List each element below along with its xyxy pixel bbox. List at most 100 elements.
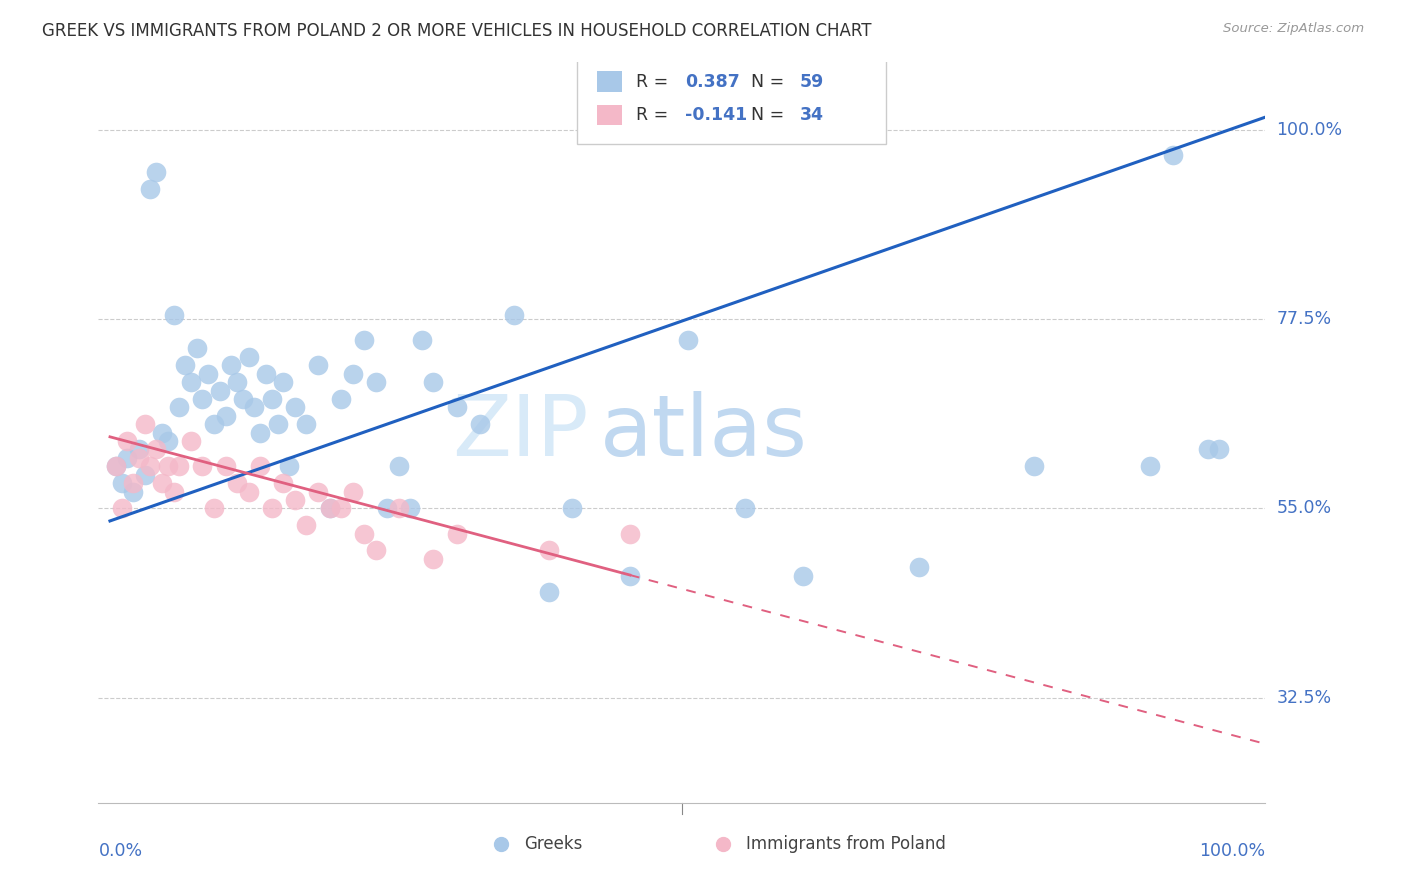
Point (1161, 148, 1184, 162)
Point (342, 484, 364, 499)
Point (208, 384, 231, 398)
Point (128, 450, 150, 465)
Point (1139, 459, 1161, 474)
Point (134, 417, 156, 432)
Point (503, 308, 526, 322)
Point (260, 392, 283, 406)
Point (537, 585, 560, 599)
Point (169, 459, 191, 474)
Point (446, 526, 468, 541)
Point (150, 476, 173, 491)
Point (734, 501, 756, 516)
Text: 0.0%: 0.0% (98, 842, 142, 860)
Text: Immigrants from Poland: Immigrants from Poland (747, 835, 946, 853)
Point (330, 392, 353, 406)
Point (307, 359, 329, 373)
Point (388, 501, 411, 516)
Point (180, 434, 202, 448)
Point (411, 333, 433, 347)
Text: GREEK VS IMMIGRANTS FROM POLAND 2 OR MORE VEHICLES IN HOUSEHOLD CORRELATION CHAR: GREEK VS IMMIGRANTS FROM POLAND 2 OR MOR… (42, 22, 872, 40)
Point (162, 308, 184, 322)
Point (110, 476, 132, 491)
Point (278, 459, 301, 474)
Point (619, 526, 641, 541)
Point (243, 401, 266, 415)
Text: 55.0%: 55.0% (1277, 500, 1331, 517)
Point (150, 425, 173, 440)
Point (907, 560, 929, 574)
Point (162, 484, 184, 499)
Point (238, 350, 260, 364)
Point (792, 568, 814, 582)
Point (1208, 442, 1230, 457)
Point (139, 181, 162, 195)
Point (422, 551, 444, 566)
Text: ZIP: ZIP (453, 391, 589, 475)
Point (180, 375, 202, 389)
Point (104, 459, 127, 474)
Point (186, 342, 208, 356)
FancyBboxPatch shape (596, 104, 623, 126)
Point (156, 459, 179, 474)
Point (399, 501, 422, 516)
Point (266, 417, 288, 432)
Point (364, 543, 387, 558)
Point (214, 409, 236, 423)
Point (174, 359, 197, 373)
Text: Source: ZipAtlas.com: Source: ZipAtlas.com (1223, 22, 1364, 36)
Point (537, 543, 560, 558)
Point (249, 425, 271, 440)
Point (271, 375, 294, 389)
FancyBboxPatch shape (576, 59, 886, 144)
Point (117, 434, 139, 448)
Text: R =: R = (637, 106, 669, 124)
Point (156, 434, 179, 448)
Point (284, 492, 307, 507)
Point (214, 459, 236, 474)
Point (191, 459, 214, 474)
Point (1024, 459, 1046, 474)
Point (238, 484, 260, 499)
Text: 77.5%: 77.5% (1277, 310, 1331, 328)
Text: 100.0%: 100.0% (1199, 842, 1265, 860)
Point (260, 501, 283, 516)
Point (128, 442, 150, 457)
FancyBboxPatch shape (596, 71, 623, 92)
Point (295, 518, 318, 533)
Text: atlas: atlas (600, 391, 808, 475)
Point (271, 476, 294, 491)
Point (307, 484, 329, 499)
Point (342, 367, 364, 381)
Point (364, 375, 387, 389)
Point (145, 442, 167, 457)
Text: 100.0%: 100.0% (1277, 120, 1343, 139)
Point (232, 392, 254, 406)
Point (117, 450, 139, 465)
Point (353, 526, 375, 541)
Point (202, 501, 225, 516)
Point (295, 417, 318, 432)
Point (254, 367, 277, 381)
Point (197, 367, 219, 381)
Point (330, 501, 353, 516)
Text: N =: N = (751, 106, 785, 124)
Point (122, 484, 145, 499)
Point (122, 476, 145, 491)
Point (676, 333, 699, 347)
Point (1197, 442, 1219, 457)
Point (191, 392, 214, 406)
Point (422, 375, 444, 389)
Point (318, 501, 340, 516)
Point (446, 401, 468, 415)
Text: R =: R = (637, 72, 669, 91)
Point (561, 501, 583, 516)
Point (388, 459, 411, 474)
Point (202, 417, 225, 432)
Point (249, 459, 271, 474)
Text: Greeks: Greeks (524, 835, 582, 853)
Text: 32.5%: 32.5% (1277, 689, 1331, 706)
Text: 0.387: 0.387 (685, 72, 740, 91)
Point (169, 401, 191, 415)
Text: -0.141: -0.141 (685, 106, 748, 124)
Text: N =: N = (751, 72, 785, 91)
